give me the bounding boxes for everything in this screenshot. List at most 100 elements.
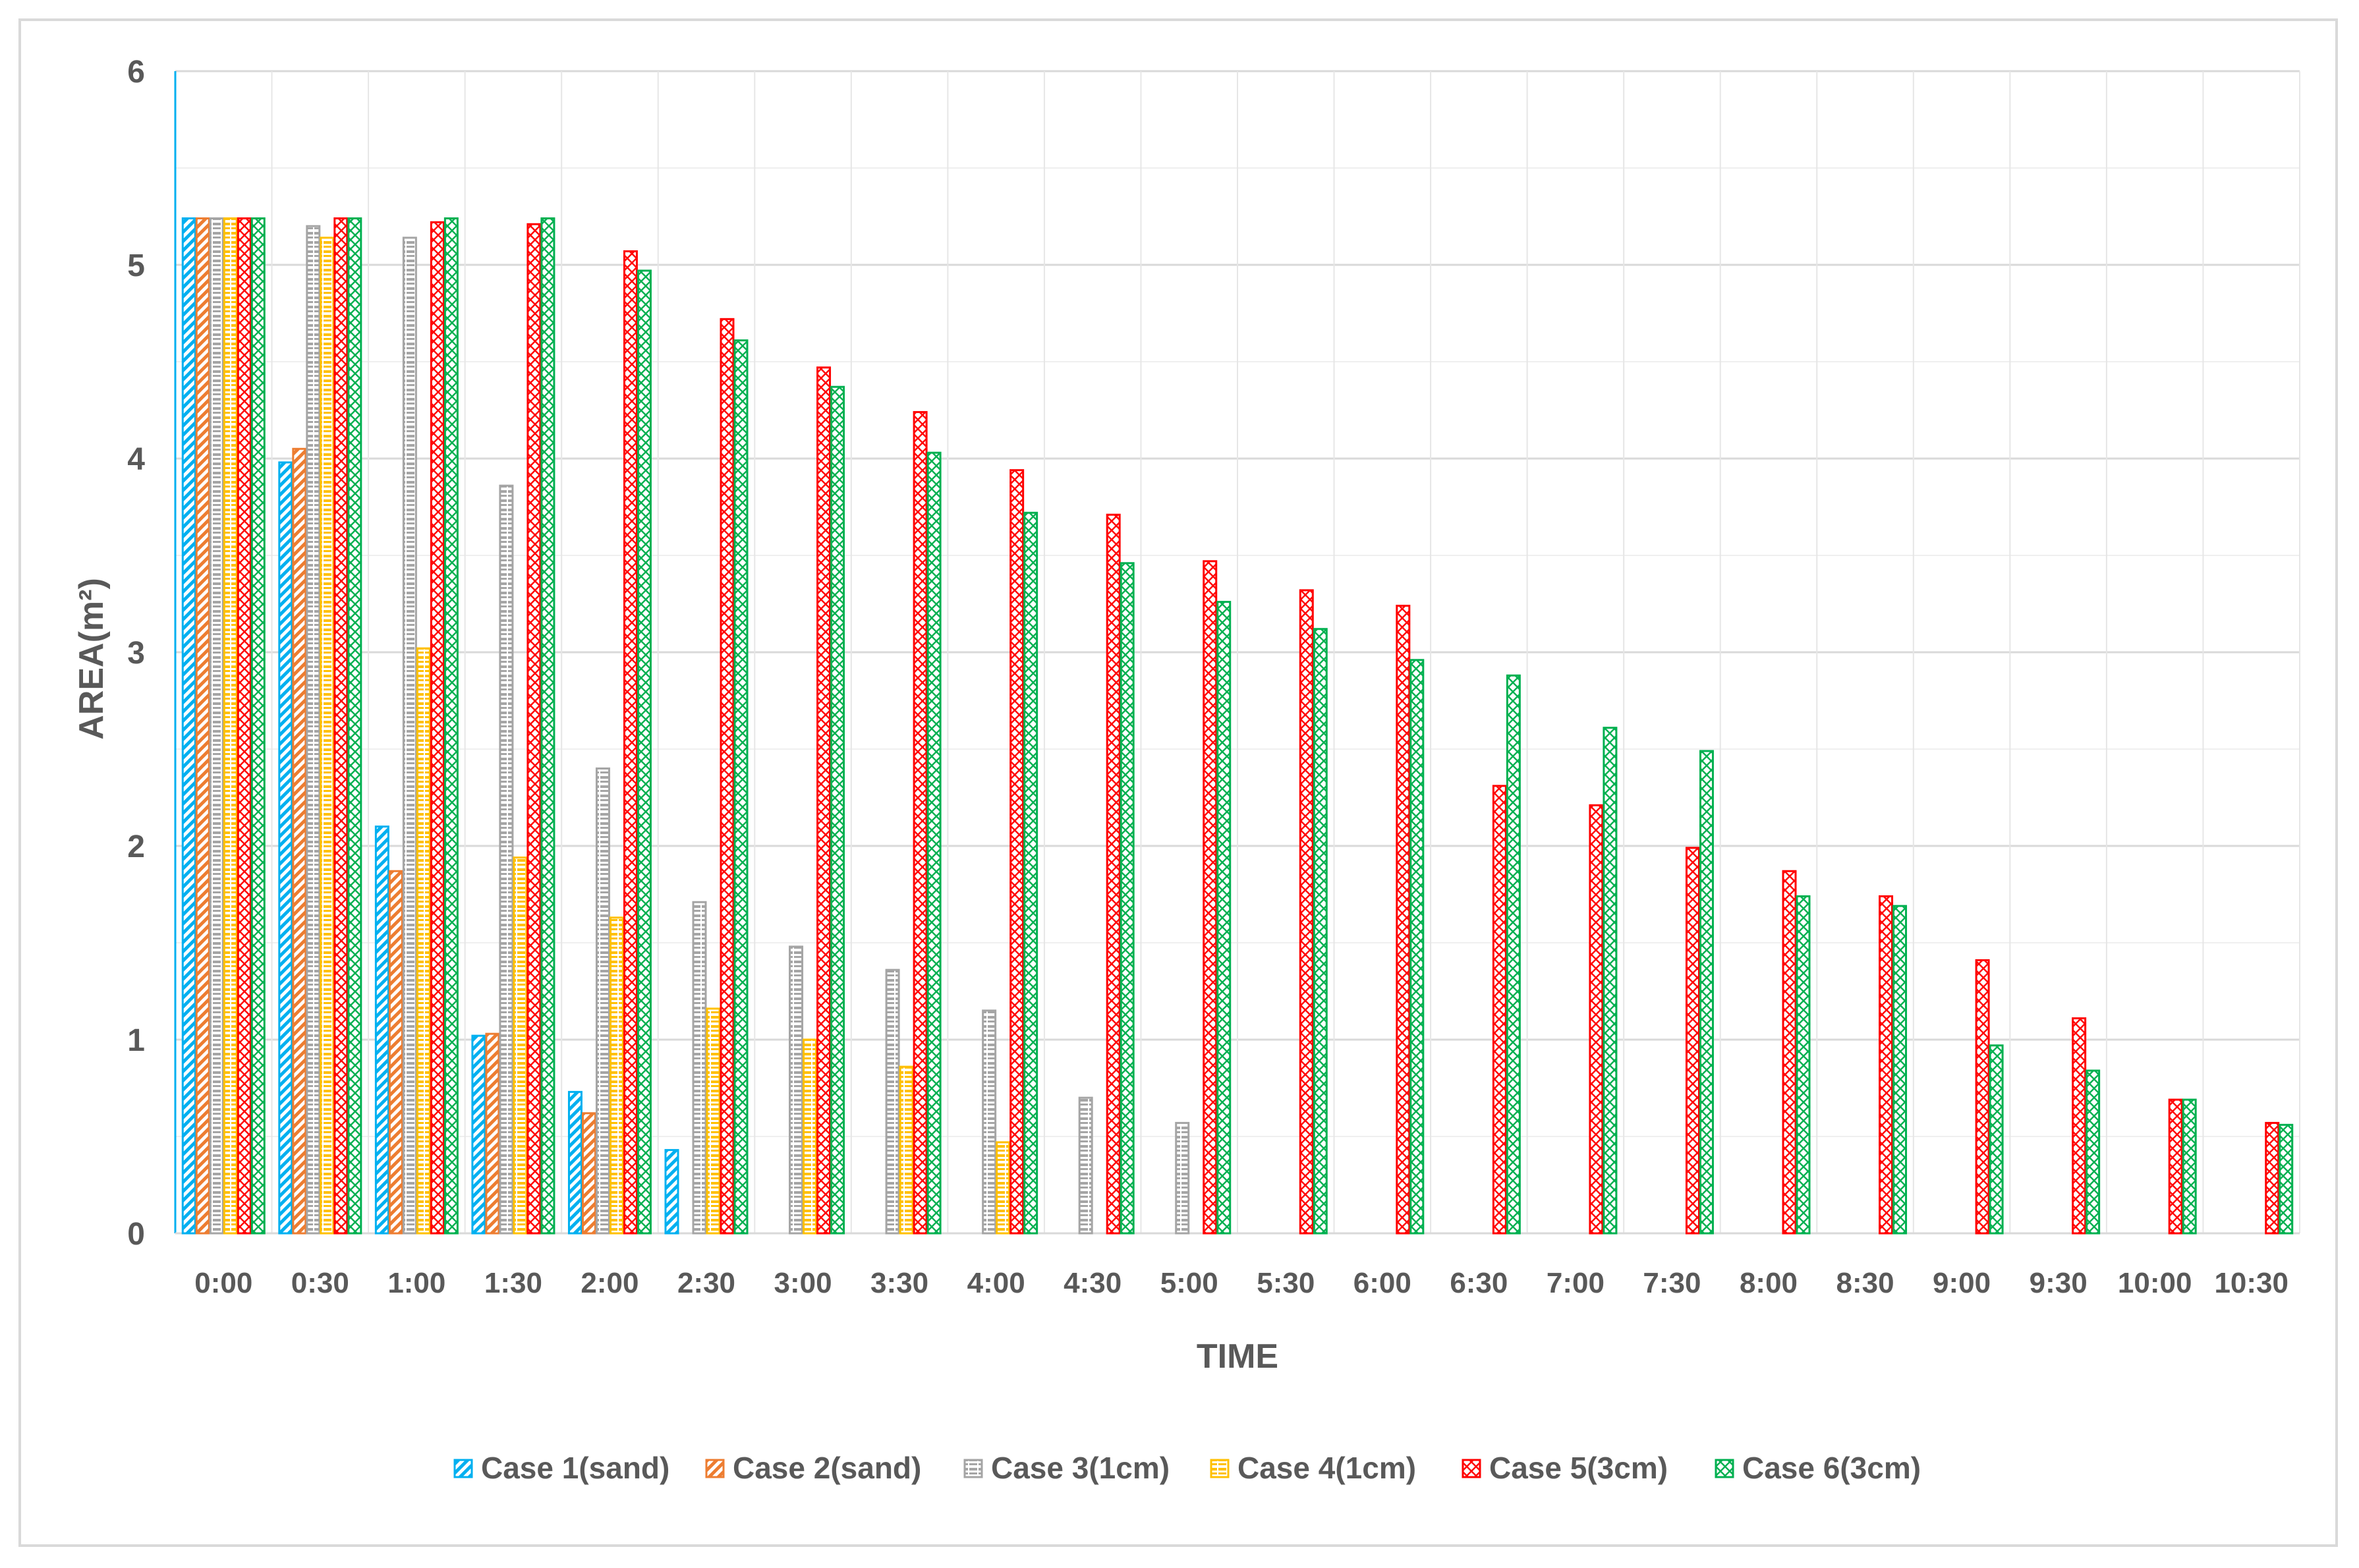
y-tick-labels: 0 1 2 3 4 5 6 xyxy=(127,55,145,1252)
x-tick-label: 3:30 xyxy=(870,1267,928,1299)
legend-swatch xyxy=(1715,1459,1734,1478)
bar-case-5-3cm-0-30 xyxy=(333,217,349,1235)
bar-case-4-1cm-1-30 xyxy=(513,856,528,1235)
bar-case-5-3cm-8-30 xyxy=(1879,895,1894,1235)
bar-case-4-1cm-3-30 xyxy=(899,1065,914,1235)
bar-case-6-3cm-1-00 xyxy=(443,217,459,1235)
bar-case-3-1cm-3-30 xyxy=(885,968,900,1235)
bar-case-3-1cm-5-00 xyxy=(1175,1121,1190,1235)
legend-item: Case 2(sand) xyxy=(705,1451,921,1485)
bar-case-6-3cm-6-00 xyxy=(1409,659,1425,1235)
bar-case-5-3cm-2-00 xyxy=(623,250,638,1235)
legend-item: Case 5(3cm) xyxy=(1462,1451,1668,1485)
bar-case-5-3cm-8-00 xyxy=(1782,870,1797,1235)
bar-case-3-1cm-4-30 xyxy=(1078,1096,1093,1235)
legend-swatch xyxy=(1210,1459,1230,1478)
bar-case-6-3cm-0-30 xyxy=(347,217,362,1235)
x-tick-label: 0:00 xyxy=(194,1267,252,1299)
bar-case-1-sand-2-30 xyxy=(664,1149,679,1235)
bar-case-5-3cm-7-30 xyxy=(1685,847,1700,1235)
bar-case-1-sand-0-00 xyxy=(181,217,196,1235)
legend-swatch xyxy=(1462,1459,1481,1478)
bar-case-6-3cm-8-30 xyxy=(1892,905,1908,1235)
y-tick-label: 1 xyxy=(127,1023,145,1058)
legend-item: Case 4(1cm) xyxy=(1210,1451,1416,1485)
bar-case-6-3cm-3-30 xyxy=(926,451,942,1235)
bar-case-3-1cm-1-00 xyxy=(402,237,417,1235)
bar-case-3-1cm-2-00 xyxy=(595,767,610,1235)
bar-case-6-3cm-2-30 xyxy=(733,339,749,1235)
x-tick-label: 2:00 xyxy=(581,1267,639,1299)
bar-case-6-3cm-10-30 xyxy=(2279,1123,2294,1235)
bar-case-5-3cm-0-00 xyxy=(237,217,252,1235)
bar-case-2-sand-2-00 xyxy=(581,1112,596,1235)
y-tick-label: 5 xyxy=(127,248,145,283)
bar-case-6-3cm-6-30 xyxy=(1506,674,1521,1235)
bar-case-6-3cm-10-00 xyxy=(2182,1098,2197,1235)
bar-case-5-3cm-6-30 xyxy=(1492,785,1507,1235)
bar-case-5-3cm-2-30 xyxy=(720,318,735,1235)
bar-case-6-3cm-4-00 xyxy=(1023,511,1038,1235)
x-tick-label: 8:30 xyxy=(1836,1267,1894,1299)
legend-swatch xyxy=(963,1459,983,1478)
bar-case-6-3cm-7-00 xyxy=(1603,727,1618,1235)
bar-case-5-3cm-1-00 xyxy=(430,221,445,1235)
x-tick-label: 3:00 xyxy=(774,1267,832,1299)
bar-case-3-1cm-1-30 xyxy=(499,484,514,1235)
y-axis-title: AREA(m²) xyxy=(72,578,111,740)
bar-case-2-sand-1-30 xyxy=(485,1032,500,1235)
bar-case-6-3cm-1-30 xyxy=(540,217,555,1235)
legend-label: Case 6(3cm) xyxy=(1742,1451,1921,1485)
bar-case-3-1cm-2-30 xyxy=(692,901,707,1235)
x-tick-label: 10:30 xyxy=(2214,1267,2288,1299)
y-tick-label: 3 xyxy=(127,636,145,671)
bar-case-4-1cm-2-00 xyxy=(609,916,624,1235)
bar-case-3-1cm-4-00 xyxy=(982,1009,997,1235)
bar-case-5-3cm-3-00 xyxy=(816,366,832,1235)
x-tick-label: 9:30 xyxy=(2030,1267,2088,1299)
x-tick-label: 4:00 xyxy=(967,1267,1025,1299)
y-tick-label: 2 xyxy=(127,829,145,864)
x-tick-label: 1:00 xyxy=(387,1267,445,1299)
bar-case-6-3cm-7-30 xyxy=(1699,750,1714,1235)
x-tick-label: 5:00 xyxy=(1160,1267,1218,1299)
bar-case-5-3cm-4-00 xyxy=(1009,469,1025,1235)
bar-case-5-3cm-5-00 xyxy=(1203,560,1218,1235)
legend-label: Case 3(1cm) xyxy=(991,1451,1170,1485)
y-tick-label: 4 xyxy=(127,442,145,477)
legend-label: Case 2(sand) xyxy=(733,1451,921,1485)
x-tick-labels: 0:00 0:30 1:00 1:30 2:00 2:30 3:00 3:30 4:00 4:30… xyxy=(194,1267,2288,1299)
bar-case-3-1cm-3-00 xyxy=(789,945,804,1235)
bar-case-3-1cm-0-00 xyxy=(209,217,224,1235)
bar-case-6-3cm-5-00 xyxy=(1216,601,1232,1235)
bar-case-6-3cm-3-00 xyxy=(830,385,845,1235)
x-tick-label: 8:00 xyxy=(1740,1267,1798,1299)
legend-label: Case 5(3cm) xyxy=(1489,1451,1668,1485)
bar-case-4-1cm-0-30 xyxy=(320,237,335,1235)
bar-case-5-3cm-1-30 xyxy=(526,223,542,1235)
x-tick-label: 7:00 xyxy=(1547,1267,1605,1299)
bar-case-6-3cm-4-30 xyxy=(1120,562,1135,1235)
legend-item: Case 3(1cm) xyxy=(963,1451,1170,1485)
bar-case-5-3cm-9-00 xyxy=(1975,959,1990,1235)
bar-case-5-3cm-9-30 xyxy=(2072,1017,2087,1235)
x-axis-title: TIME xyxy=(1197,1337,1278,1376)
bar-case-5-3cm-10-00 xyxy=(2168,1098,2183,1235)
bar-case-1-sand-1-30 xyxy=(471,1034,486,1235)
bar-case-6-3cm-9-30 xyxy=(2086,1069,2101,1235)
bar-case-4-1cm-3-00 xyxy=(803,1038,818,1235)
bar-case-6-3cm-2-00 xyxy=(637,269,652,1235)
bars xyxy=(181,217,2294,1235)
bar-case-2-sand-0-30 xyxy=(292,447,307,1235)
bar-case-4-1cm-4-00 xyxy=(996,1141,1011,1235)
legend-swatch xyxy=(453,1459,473,1478)
bar-case-6-3cm-0-00 xyxy=(250,217,266,1235)
x-tick-label: 6:30 xyxy=(1450,1267,1508,1299)
x-tick-label: 0:30 xyxy=(291,1267,349,1299)
bar-case-4-1cm-1-00 xyxy=(416,647,431,1235)
bar-case-6-3cm-9-00 xyxy=(1989,1044,2004,1235)
bar-case-5-3cm-3-30 xyxy=(913,410,928,1235)
x-tick-label: 6:00 xyxy=(1353,1267,1411,1299)
bar-case-2-sand-0-00 xyxy=(195,217,210,1235)
